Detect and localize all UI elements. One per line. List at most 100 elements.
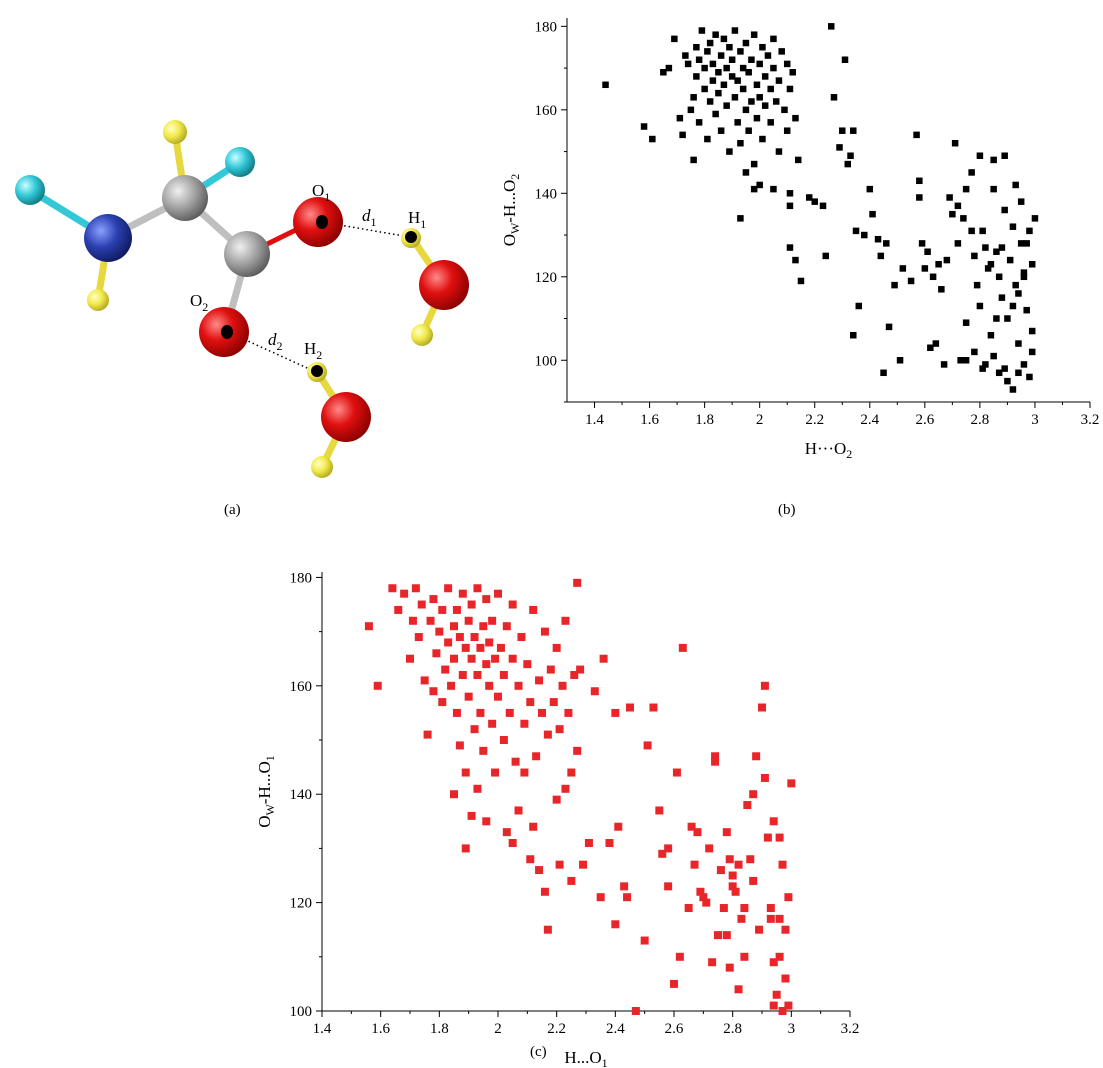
data-point (929, 273, 937, 281)
data-point (993, 248, 1000, 255)
data-point (567, 876, 576, 885)
data-point (828, 23, 835, 30)
data-point (455, 741, 464, 750)
data-point (720, 81, 728, 89)
data-point (775, 833, 784, 842)
data-point (954, 240, 962, 247)
label-o2: O2 (190, 291, 208, 314)
data-point (805, 194, 813, 201)
data-point (759, 43, 766, 51)
y-tick-label: 160 (535, 103, 558, 119)
data-point (517, 633, 526, 642)
data-point (502, 828, 511, 837)
carbon-atom (224, 231, 270, 277)
data-point (555, 860, 564, 869)
data-point (940, 361, 948, 368)
data-point (479, 622, 488, 631)
data-point (742, 169, 750, 176)
data-point (938, 286, 945, 293)
data-point (982, 361, 989, 368)
data-point (599, 654, 608, 663)
data-point (731, 887, 740, 896)
data-point (976, 302, 984, 310)
data-point (792, 114, 799, 122)
data-point (505, 708, 514, 717)
marker-dot (221, 325, 233, 339)
oxygen-atom (321, 392, 371, 442)
data-point (532, 752, 541, 761)
data-point (643, 741, 652, 750)
x-tick-label: 2 (756, 412, 764, 428)
data-point (708, 958, 717, 967)
data-point (775, 77, 783, 84)
data-point (836, 144, 843, 151)
data-point (1004, 315, 1011, 322)
x-tick-label: 2.4 (860, 412, 879, 428)
molecule-diagram: O1 H1 O2 H2 d1 d2 (15, 120, 469, 478)
data-point (540, 887, 549, 896)
x-tick-label: 3.2 (841, 1021, 860, 1037)
data-point (866, 185, 874, 193)
data-point (417, 600, 426, 609)
data-point (723, 64, 730, 72)
data-point (546, 665, 555, 674)
data-point (766, 904, 775, 913)
data-point (767, 119, 774, 126)
data-point (770, 64, 777, 72)
x-tick-label: 3 (788, 1021, 796, 1037)
data-point (461, 768, 470, 777)
data-point (684, 60, 692, 68)
data-point (388, 584, 397, 593)
data-point (772, 98, 780, 105)
data-point (786, 244, 794, 251)
data-point (526, 855, 535, 864)
data-point (794, 156, 802, 164)
data-point (508, 654, 517, 663)
data-point (426, 616, 435, 625)
data-point (658, 849, 667, 858)
data-point (737, 215, 744, 222)
data-point (458, 589, 467, 598)
data-point (690, 94, 697, 101)
y-tick-label: 140 (535, 186, 558, 202)
data-point (573, 746, 582, 755)
data-point (520, 768, 529, 777)
data-point (1028, 327, 1036, 335)
data-point (543, 730, 552, 739)
data-point (514, 806, 523, 815)
data-point (611, 708, 620, 717)
data-point (761, 73, 769, 80)
data-point (491, 654, 500, 663)
data-point (847, 152, 854, 159)
data-point (717, 127, 725, 134)
data-point (470, 725, 479, 734)
data-point (476, 708, 485, 717)
x-tick-label: 2.8 (971, 412, 990, 428)
data-point (414, 633, 423, 642)
data-point (709, 60, 717, 68)
data-point (787, 779, 796, 788)
data-point (715, 69, 722, 76)
data-point (1004, 377, 1011, 385)
data-point (1028, 348, 1036, 356)
data-point (499, 736, 508, 745)
data-point (766, 914, 775, 923)
data-point (968, 227, 975, 235)
data-point (676, 114, 684, 122)
data-point (957, 357, 964, 364)
fluorine-atom (225, 147, 255, 177)
data-point (990, 185, 997, 193)
x-tick-label: 2 (494, 1021, 502, 1037)
data-point (590, 687, 599, 696)
data-point (877, 252, 885, 260)
data-point (529, 605, 538, 614)
data-point (784, 1001, 793, 1010)
data-point (408, 616, 417, 625)
data-point (671, 35, 678, 43)
data-point (731, 27, 739, 34)
data-point (775, 148, 783, 155)
data-point (458, 670, 467, 679)
data-point (675, 952, 684, 961)
data-point (672, 768, 681, 777)
data-point (423, 730, 432, 739)
